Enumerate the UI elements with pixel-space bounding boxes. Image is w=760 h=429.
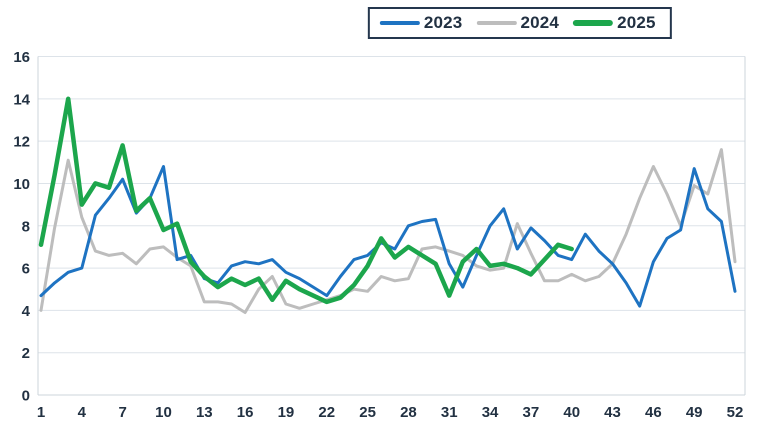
legend-swatch-2023	[379, 21, 420, 25]
y-tick-label: 0	[22, 388, 30, 405]
y-tick-label: 8	[22, 218, 30, 235]
x-axis-tick-labels: 1 4 7 10 13 16 19 22 25 28 31 34 37 40 43 46 49 52	[37, 404, 744, 421]
gridlines	[38, 56, 745, 396]
legend-item-2025: 2025	[573, 13, 656, 33]
legend-swatch-2025	[573, 20, 614, 26]
x-tick-label: 25	[359, 404, 376, 421]
x-tick-label: 16	[237, 404, 254, 421]
x-tick-label: 28	[400, 404, 417, 421]
legend-swatch-2024	[476, 21, 517, 25]
chart-legend: 2023 2024 2025	[367, 7, 672, 39]
x-tick-label: 34	[482, 404, 499, 421]
x-tick-label: 52	[727, 404, 744, 421]
x-tick-label: 37	[523, 404, 540, 421]
x-tick-label: 22	[318, 404, 335, 421]
series-line-2025	[38, 96, 574, 305]
x-tick-label: 10	[155, 404, 172, 421]
series-line-2024	[39, 148, 737, 314]
x-tick-label: 46	[645, 404, 662, 421]
legend-label-2025: 2025	[617, 13, 656, 32]
x-tick-label: 1	[37, 404, 45, 421]
legend-item-2024: 2024	[476, 13, 559, 33]
y-tick-label: 12	[13, 134, 30, 151]
y-tick-label: 2	[22, 345, 30, 362]
legend-label-2023: 2023	[423, 13, 463, 32]
plot-border	[37, 56, 746, 395]
y-axis-tick-labels: 0 2 4 6 8 10 12 14 16	[13, 49, 30, 405]
x-tick-label: 13	[196, 404, 213, 421]
x-tick-label: 40	[563, 404, 580, 421]
x-tick-label: 43	[604, 404, 621, 421]
x-tick-label: 7	[118, 404, 126, 421]
y-tick-label: 4	[22, 303, 31, 320]
y-tick-label: 10	[13, 176, 30, 193]
y-tick-label: 14	[13, 91, 30, 108]
legend-item-2023: 2023	[379, 13, 463, 33]
legend-label-2024: 2024	[520, 13, 560, 32]
x-tick-label: 49	[686, 404, 703, 421]
x-tick-label: 19	[278, 404, 295, 421]
y-tick-label: 6	[22, 261, 30, 278]
x-tick-label: 31	[441, 404, 458, 421]
series-line-2023	[39, 165, 737, 308]
y-tick-label: 16	[13, 49, 30, 66]
x-tick-label: 4	[78, 404, 87, 421]
